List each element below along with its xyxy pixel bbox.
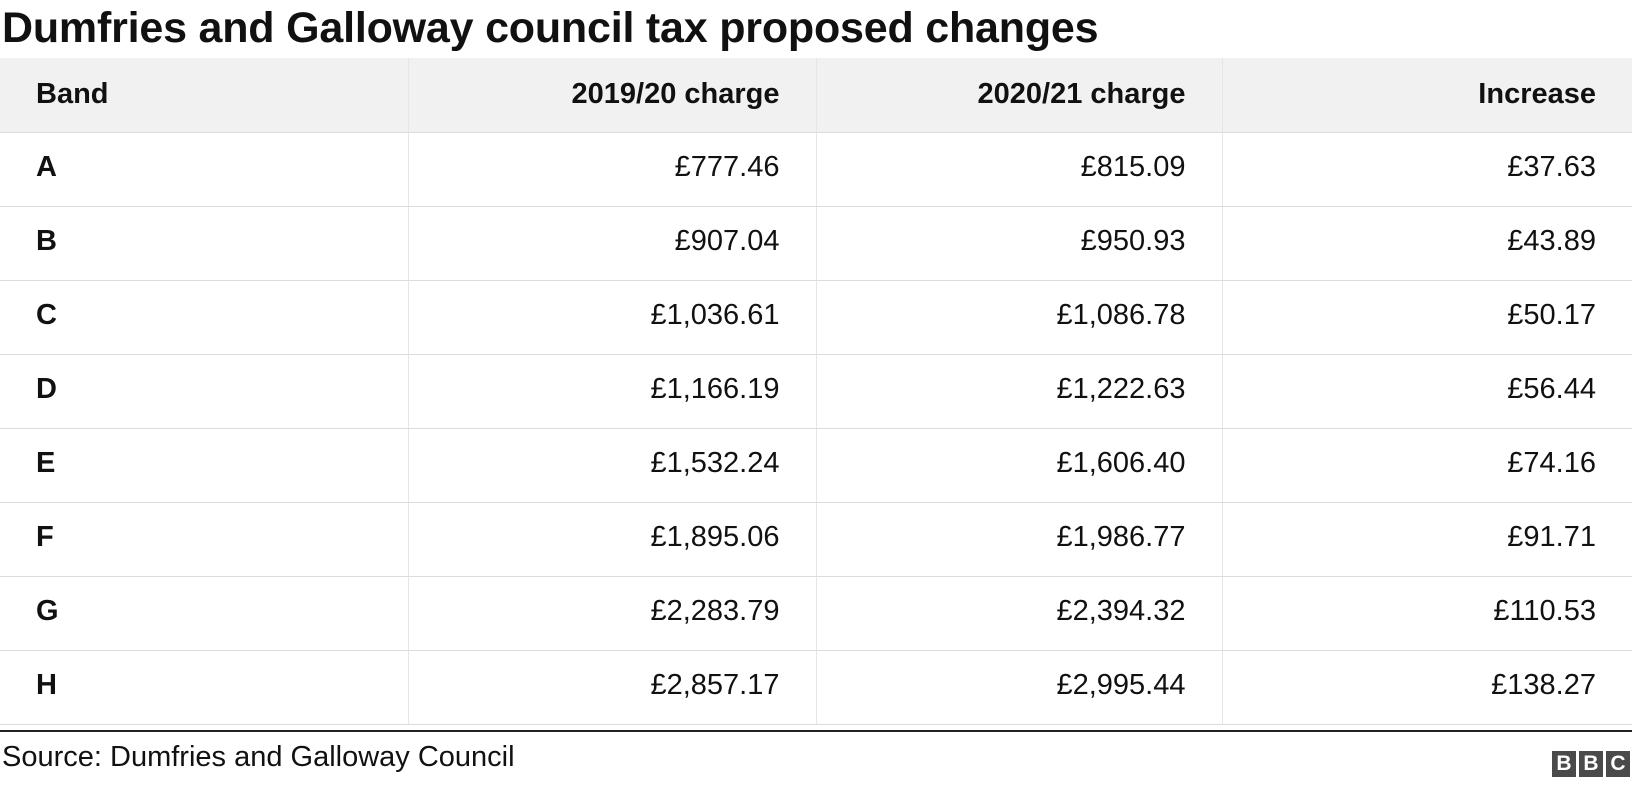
cell-2020-21-charge: £1,086.78 bbox=[816, 280, 1223, 355]
cell-2020-21-charge: £1,222.63 bbox=[816, 354, 1223, 429]
cell-2019-20-charge: £777.46 bbox=[408, 132, 817, 207]
bbc-logo: B B C bbox=[1552, 751, 1630, 777]
table-row: C £1,036.61 £1,086.78 £50.17 bbox=[0, 280, 1632, 355]
table-row: G £2,283.79 £2,394.32 £110.53 bbox=[0, 576, 1632, 651]
table-row: A £777.46 £815.09 £37.63 bbox=[0, 132, 1632, 207]
cell-band: A bbox=[0, 132, 409, 207]
cell-2020-21-charge: £1,606.40 bbox=[816, 428, 1223, 503]
logo-letter: C bbox=[1606, 751, 1630, 777]
cell-band: G bbox=[0, 576, 409, 651]
logo-letter: B bbox=[1552, 751, 1576, 777]
cell-2019-20-charge: £2,857.17 bbox=[408, 650, 817, 725]
cell-increase: £50.17 bbox=[1222, 280, 1632, 355]
cell-band: C bbox=[0, 280, 409, 355]
footer-divider bbox=[0, 730, 1632, 732]
cell-increase: £43.89 bbox=[1222, 206, 1632, 281]
cell-band: F bbox=[0, 502, 409, 577]
column-header-increase: Increase bbox=[1222, 58, 1632, 133]
cell-increase: £74.16 bbox=[1222, 428, 1632, 503]
table-row: B £907.04 £950.93 £43.89 bbox=[0, 206, 1632, 281]
cell-increase: £37.63 bbox=[1222, 132, 1632, 207]
table-row: H £2,857.17 £2,995.44 £138.27 bbox=[0, 650, 1632, 725]
cell-2020-21-charge: £2,995.44 bbox=[816, 650, 1223, 725]
column-header-2020-21: 2020/21 charge bbox=[816, 58, 1223, 133]
source-note: Source: Dumfries and Galloway Council bbox=[2, 741, 515, 773]
cell-2019-20-charge: £1,895.06 bbox=[408, 502, 817, 577]
header-row: Band 2019/20 charge 2020/21 charge Incre… bbox=[0, 58, 1632, 133]
cell-2019-20-charge: £2,283.79 bbox=[408, 576, 817, 651]
column-header-band: Band bbox=[0, 58, 409, 133]
cell-band: E bbox=[0, 428, 409, 503]
column-header-2019-20: 2019/20 charge bbox=[408, 58, 817, 133]
table-row: D £1,166.19 £1,222.63 £56.44 bbox=[0, 354, 1632, 429]
cell-increase: £110.53 bbox=[1222, 576, 1632, 651]
cell-2020-21-charge: £950.93 bbox=[816, 206, 1223, 281]
cell-band: H bbox=[0, 650, 409, 725]
cell-increase: £138.27 bbox=[1222, 650, 1632, 725]
table-row: E £1,532.24 £1,606.40 £74.16 bbox=[0, 428, 1632, 503]
table-row: F £1,895.06 £1,986.77 £91.71 bbox=[0, 502, 1632, 577]
table-body: A £777.46 £815.09 £37.63 B £907.04 £950.93 £43.… bbox=[0, 132, 1632, 725]
cell-increase: £91.71 bbox=[1222, 502, 1632, 577]
cell-2019-20-charge: £907.04 bbox=[408, 206, 817, 281]
cell-2020-21-charge: £2,394.32 bbox=[816, 576, 1223, 651]
cell-2020-21-charge: £815.09 bbox=[816, 132, 1223, 207]
cell-band: D bbox=[0, 354, 409, 429]
cell-band: B bbox=[0, 206, 409, 281]
cell-2020-21-charge: £1,986.77 bbox=[816, 502, 1223, 577]
chart-title: Dumfries and Galloway council tax propos… bbox=[2, 4, 1099, 52]
cell-increase: £56.44 bbox=[1222, 354, 1632, 429]
logo-letter: B bbox=[1579, 751, 1603, 777]
cell-2019-20-charge: £1,166.19 bbox=[408, 354, 817, 429]
council-tax-table: Band 2019/20 charge 2020/21 charge Incre… bbox=[0, 58, 1632, 725]
cell-2019-20-charge: £1,036.61 bbox=[408, 280, 817, 355]
cell-2019-20-charge: £1,532.24 bbox=[408, 428, 817, 503]
table-header: Band 2019/20 charge 2020/21 charge Incre… bbox=[0, 58, 1632, 133]
